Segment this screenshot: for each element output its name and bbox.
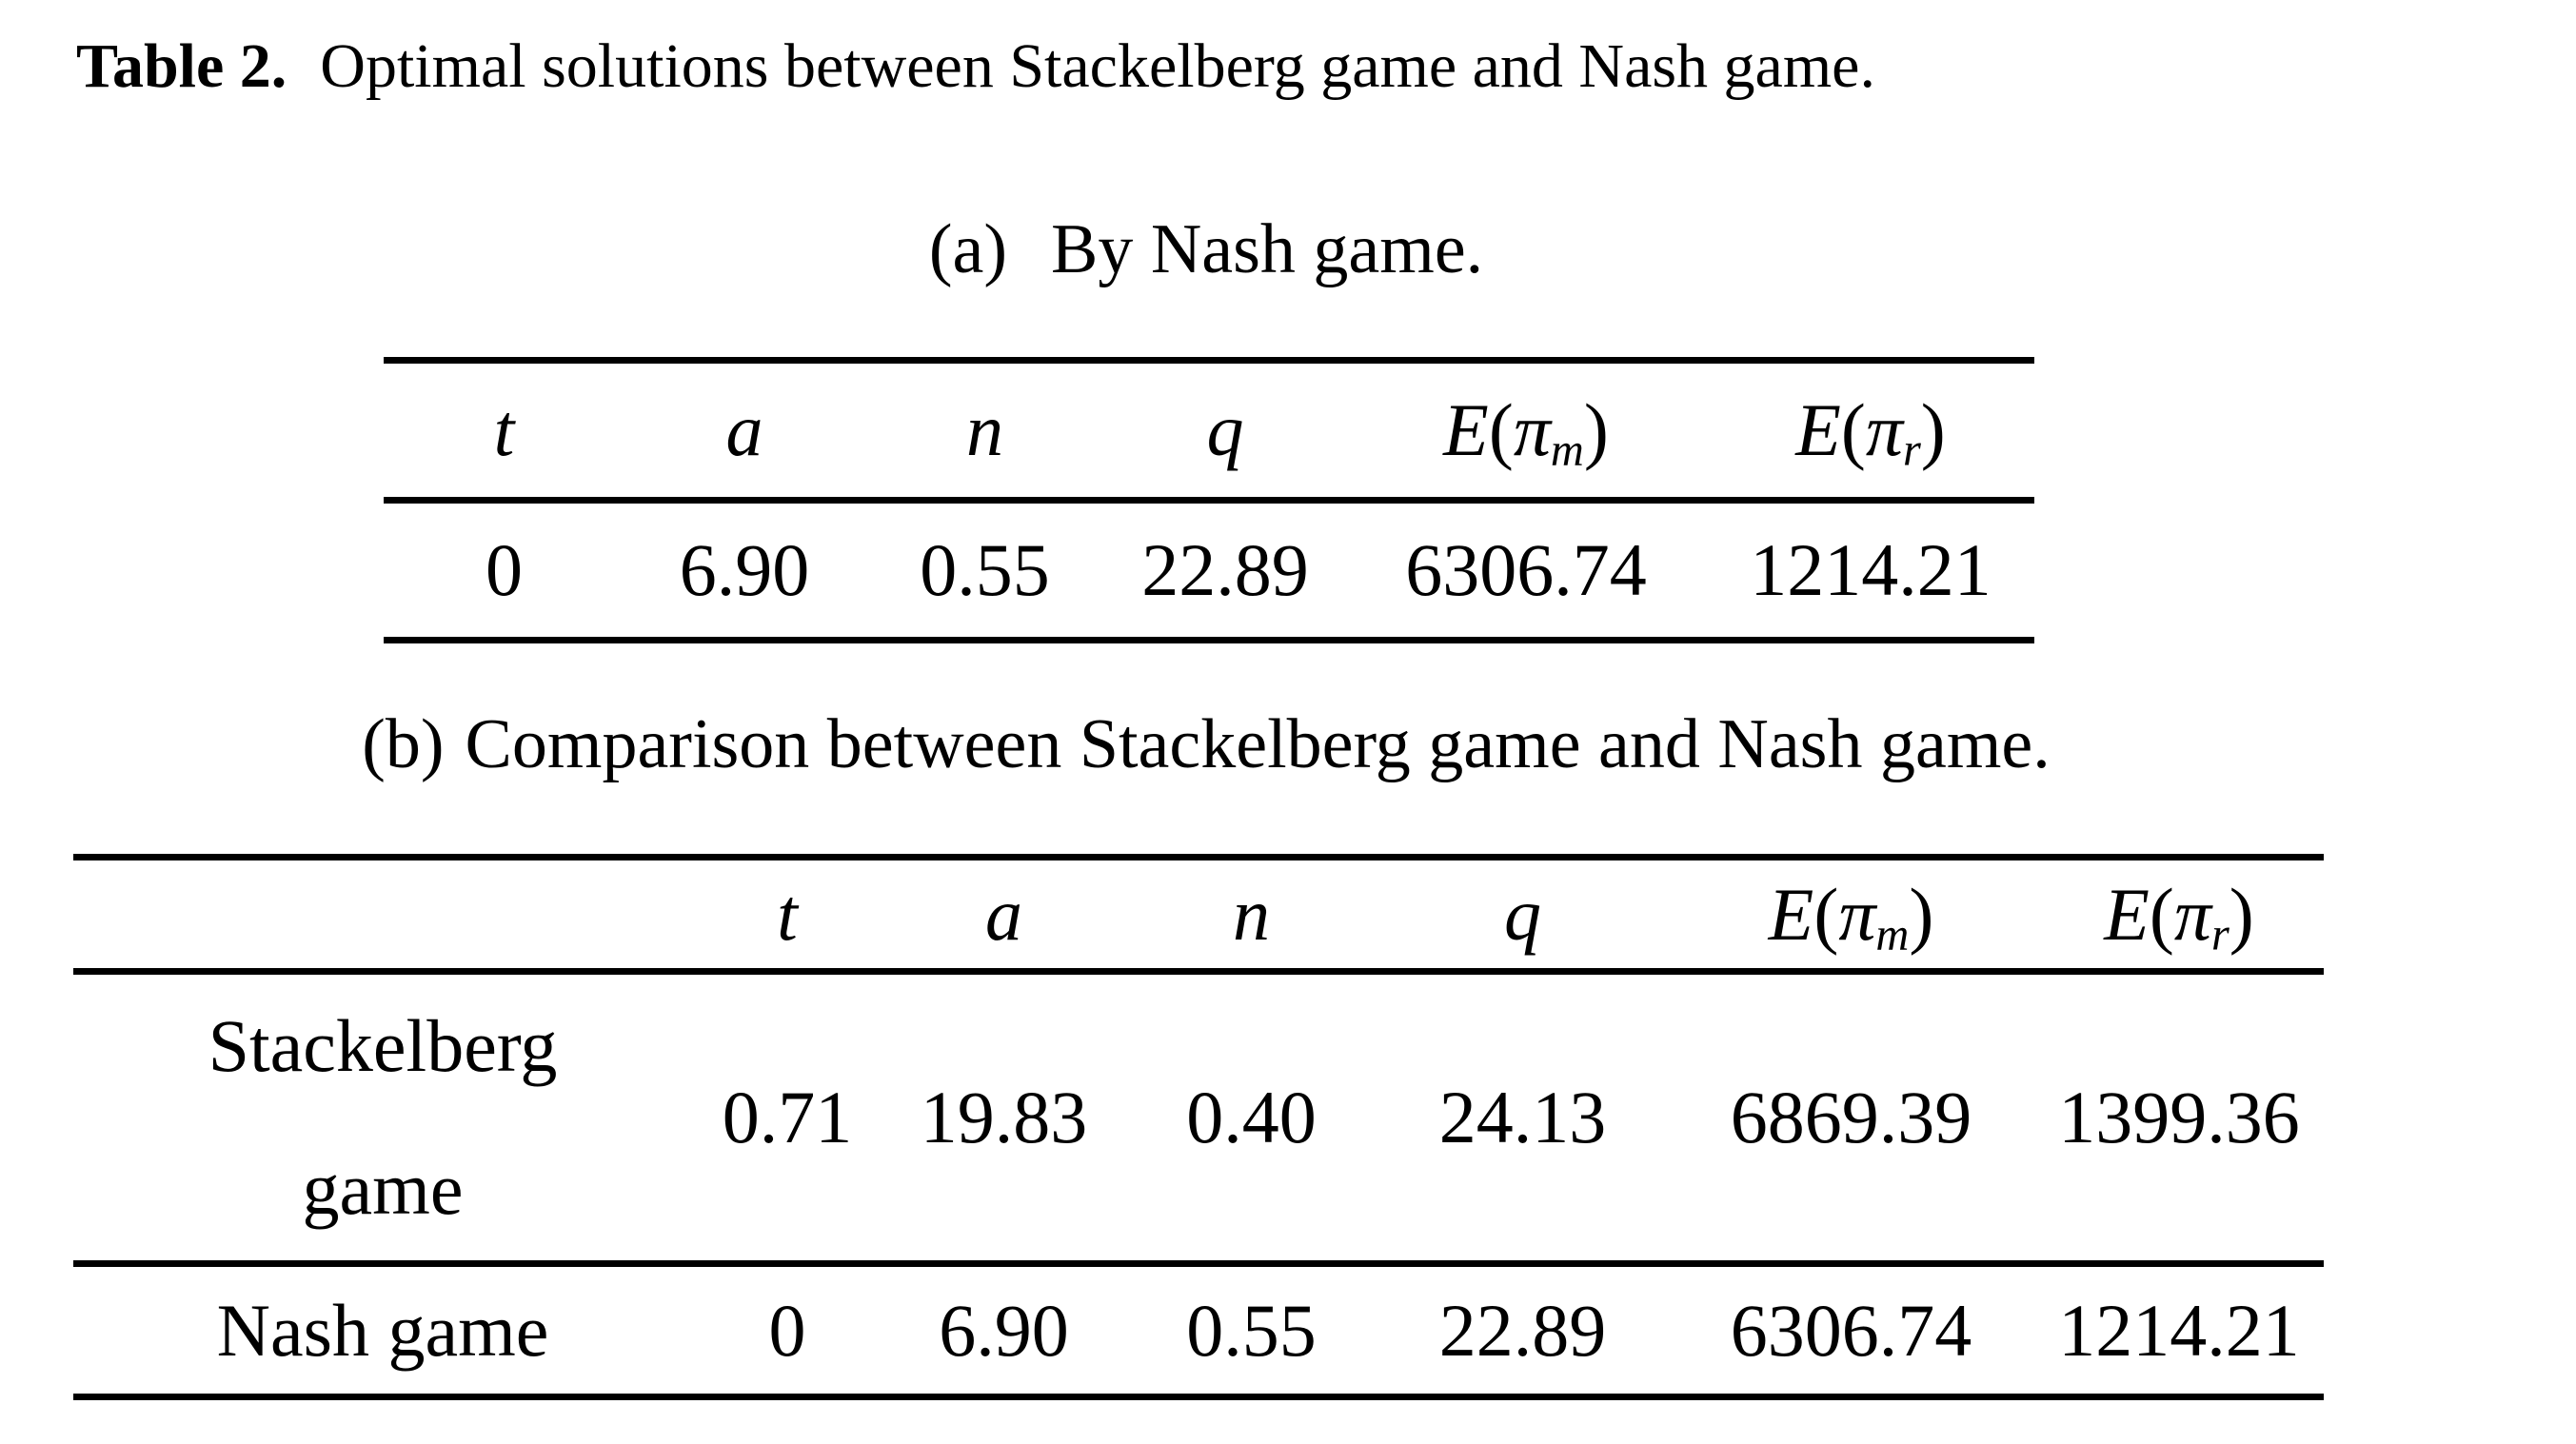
column-header-e-pi-r: E(πr) [1795, 388, 1946, 476]
cell-a: 19.83 [920, 1076, 1088, 1158]
column-header-blank [73, 858, 692, 972]
subtable-a-data-row: 0 6.90 0.55 22.89 6306.74 1214.21 [384, 501, 2034, 641]
subtable-a-caption-text: By Nash game. [1050, 210, 1484, 288]
var-n: n [1233, 872, 1270, 956]
table-title: Table 2. Optimal solutions between Stack… [76, 29, 1875, 104]
cell-q: 22.89 [1141, 528, 1309, 611]
subtable-b: t a n q E(πm) E(πr) Stackelberg game 0.7… [73, 854, 2324, 1400]
cell-n: 0.55 [1186, 1288, 1317, 1372]
subtable-a-header-row: t a n q E(πm) E(πr) [384, 361, 2034, 501]
var-a: a [985, 872, 1022, 956]
cell-q: 22.89 [1438, 1288, 1607, 1372]
column-header-q: q [1377, 858, 1668, 972]
subtable-a: t a n q E(πm) E(πr) 0 6.90 0.55 22.89 63… [384, 357, 2034, 643]
cell-t: 0 [485, 528, 523, 611]
row-label: Stackelberg game [208, 1004, 558, 1230]
column-header-q: q [1105, 361, 1345, 501]
table-title-text: Optimal solutions between Stackelberg ga… [320, 31, 1875, 101]
column-header-a: a [882, 858, 1125, 972]
cell-e-pi-m: 6306.74 [1405, 528, 1647, 611]
cell-a: 6.90 [939, 1288, 1069, 1372]
cell-t: 0.71 [722, 1076, 853, 1158]
cell-q: 24.13 [1438, 1076, 1607, 1158]
subtable-b-caption-text: Comparison between Stackelberg game and … [465, 705, 2051, 783]
subtable-a-caption: (a) By Nash game. [0, 206, 2412, 294]
var-a: a [725, 388, 763, 471]
subtable-a-marker: (a) [928, 210, 1007, 288]
column-header-t: t [384, 361, 624, 501]
cell-e-pi-r: 1214.21 [1750, 528, 1991, 611]
cell-e-pi-r: 1214.21 [2058, 1288, 2300, 1372]
cell-n: 0.40 [1186, 1076, 1317, 1158]
var-q: q [1206, 388, 1244, 471]
cell-n: 0.55 [920, 528, 1050, 611]
table-row-stackelberg-game: Stackelberg game 0.71 19.83 0.40 24.13 6… [73, 972, 2324, 1264]
cell-a: 6.90 [679, 528, 810, 611]
var-t: t [777, 872, 798, 956]
column-header-e-pi-m: E(πm) [1768, 872, 1934, 960]
cell-e-pi-r: 1399.36 [2058, 1076, 2300, 1158]
cell-t: 0 [768, 1288, 806, 1372]
column-header-t: t [692, 858, 882, 972]
table-title-label: Table 2. [76, 31, 287, 101]
subtable-b-caption: (b) Comparison between Stackelberg game a… [0, 701, 2412, 789]
column-header-n: n [1125, 858, 1377, 972]
var-n: n [966, 388, 1003, 471]
column-header-n: n [864, 361, 1105, 501]
cell-e-pi-m: 6869.39 [1730, 1076, 1972, 1158]
var-q: q [1504, 872, 1541, 956]
subtable-b-header-row: t a n q E(πm) E(πr) [73, 858, 2324, 972]
column-header-e-pi-m: E(πm) [1443, 388, 1609, 476]
table-row-nash-game: Nash game 0 6.90 0.55 22.89 6306.74 1214… [73, 1264, 2324, 1397]
column-header-e-pi-r: E(πr) [2104, 872, 2254, 960]
cell-e-pi-m: 6306.74 [1730, 1288, 1972, 1372]
column-header-a: a [624, 361, 864, 501]
subtable-b-marker: (b) [362, 705, 445, 783]
var-t: t [493, 388, 515, 471]
row-label: Nash game [216, 1288, 549, 1372]
